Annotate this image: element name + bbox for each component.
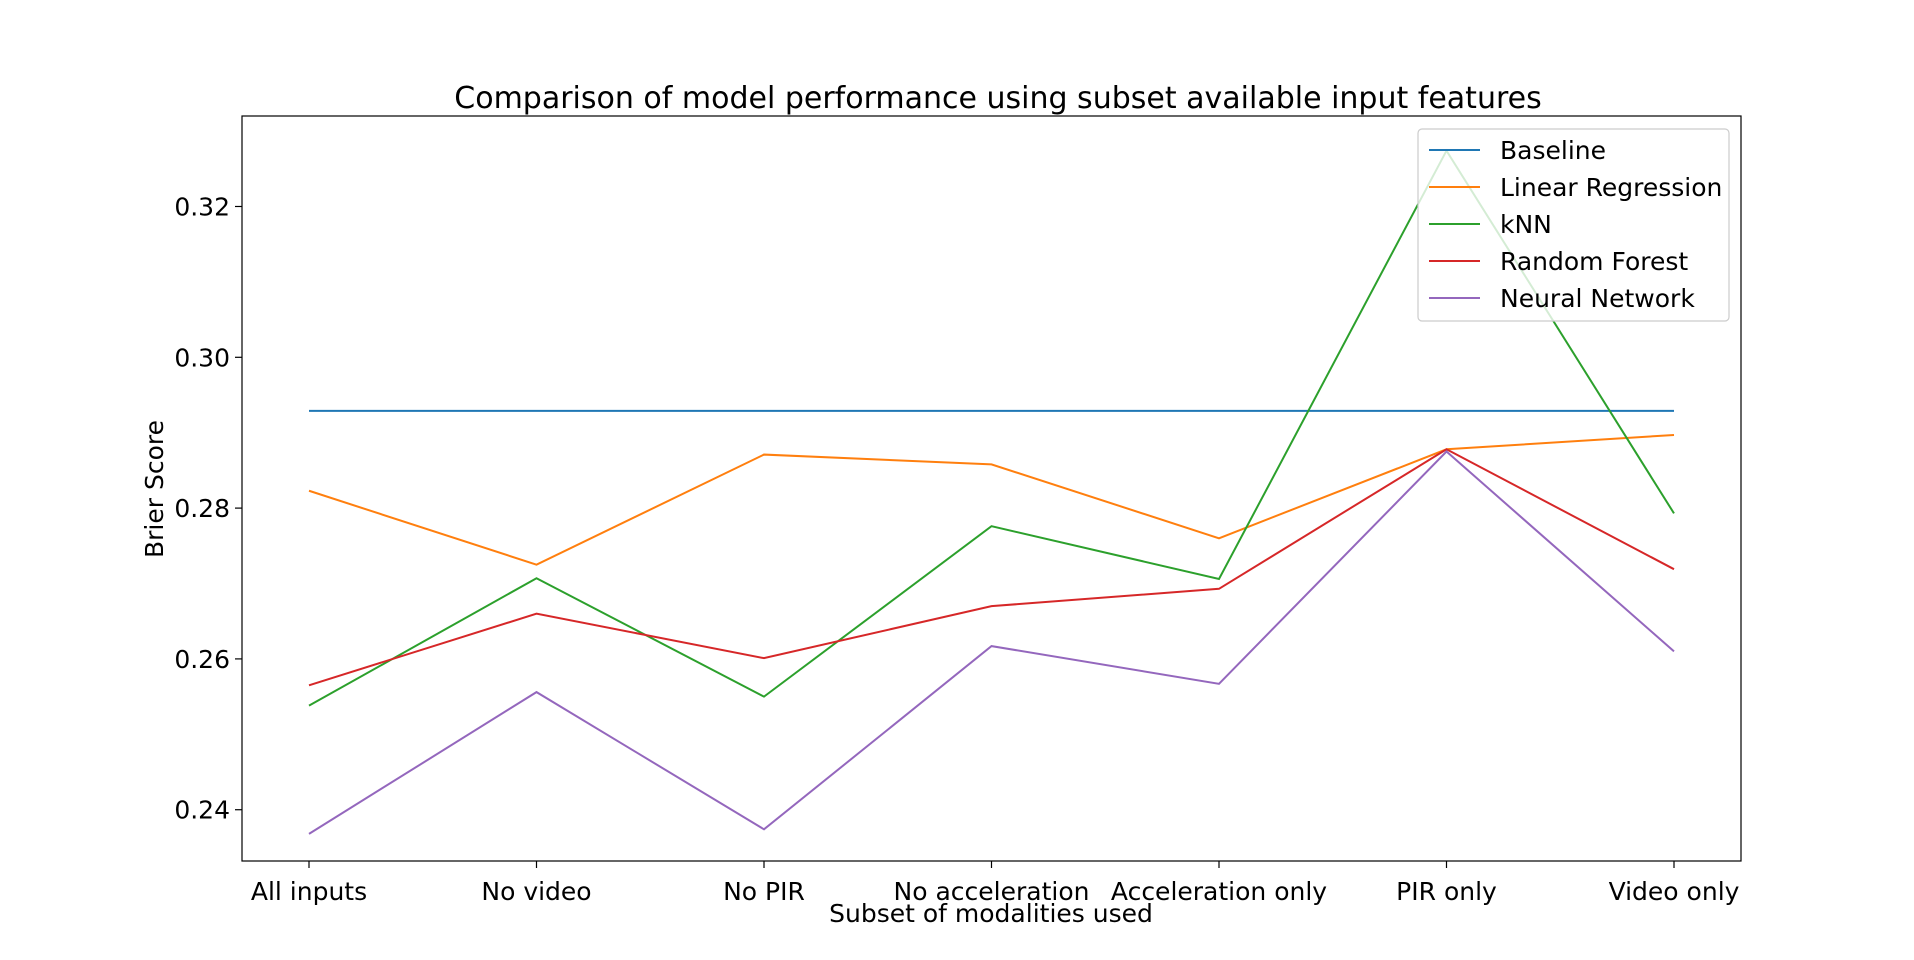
x-axis: All inputs No video No PIR No acceleration A… <box>251 861 1740 906</box>
legend-entry: kNN <box>1500 210 1552 239</box>
y-axis-label: Brier Score <box>140 420 169 558</box>
series-line-random-forest <box>308 448 1675 687</box>
legend-entry: Linear Regression <box>1500 173 1722 202</box>
legend-entry: Neural Network <box>1500 284 1695 313</box>
chart-title: Comparison of model performance using su… <box>454 81 1541 116</box>
legend: Baseline Linear Regression kNN Random Fores… <box>1417 128 1730 322</box>
x-axis-label: Subset of modalities used <box>829 899 1153 928</box>
x-tick-label: No PIR <box>723 877 805 906</box>
y-axis: 0.24 0.26 0.28 0.30 0.32 <box>174 192 242 825</box>
x-tick-label: No acceleration <box>894 877 1090 906</box>
x-tick-label: Video only <box>1609 877 1740 906</box>
y-tick-label: 0.28 <box>174 494 230 523</box>
legend-box <box>1417 128 1730 322</box>
x-tick-label: No video <box>481 877 591 906</box>
x-tick-label: Acceleration only <box>1111 877 1327 906</box>
series-line-neural-network <box>308 450 1675 835</box>
legend-entry: Random Forest <box>1500 247 1688 276</box>
y-tick-label: 0.26 <box>174 645 230 674</box>
y-tick-label: 0.30 <box>174 343 230 372</box>
y-tick-label: 0.32 <box>174 192 230 221</box>
y-tick-label: 0.24 <box>174 796 230 825</box>
x-tick-label: PIR only <box>1396 877 1497 906</box>
legend-entry: Baseline <box>1500 136 1606 165</box>
x-tick-label: All inputs <box>251 877 367 906</box>
